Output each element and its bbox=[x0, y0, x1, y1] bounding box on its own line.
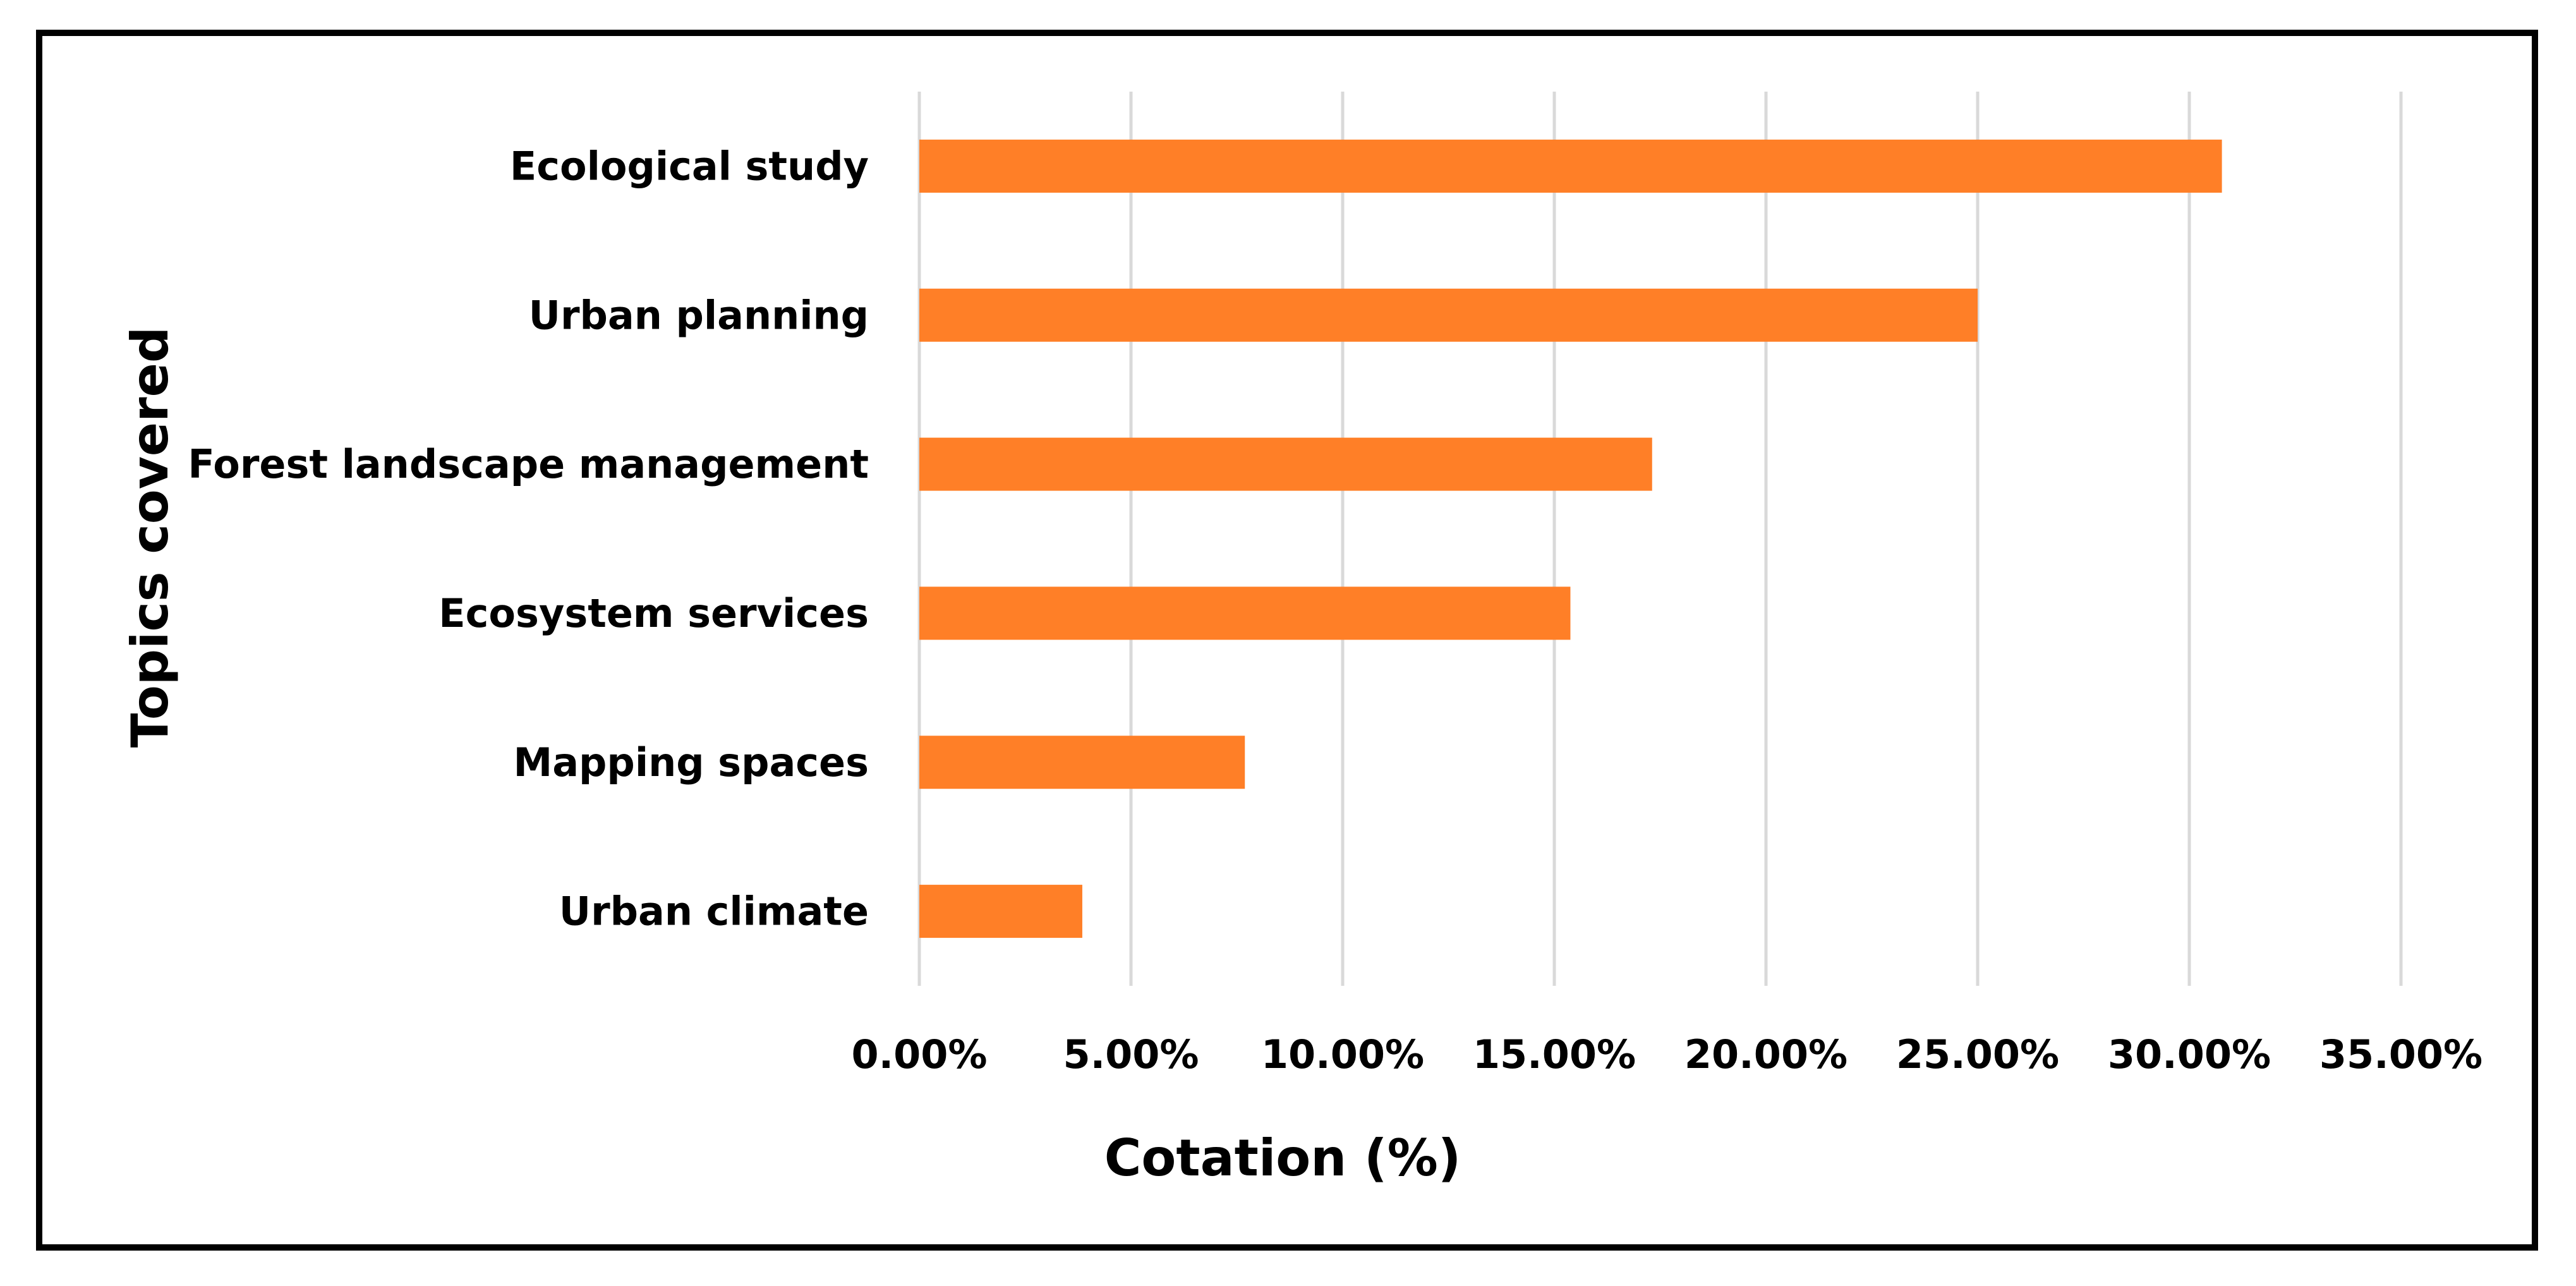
category-label: Ecological study bbox=[510, 143, 869, 189]
bar bbox=[919, 437, 1652, 491]
bar bbox=[919, 885, 1082, 938]
x-tick-label: 15.00% bbox=[1473, 1031, 1636, 1077]
bar bbox=[919, 139, 2222, 193]
category-labels: Ecological study Urban planning Forest lan… bbox=[188, 143, 869, 934]
bar bbox=[919, 736, 1245, 789]
x-tick-label: 35.00% bbox=[2319, 1031, 2482, 1077]
category-label: Ecosystem services bbox=[438, 590, 869, 636]
bar bbox=[919, 288, 1978, 342]
x-tick-label: 30.00% bbox=[2108, 1031, 2271, 1077]
x-tick-label: 5.00% bbox=[1063, 1031, 1199, 1077]
gridlines bbox=[917, 92, 2403, 986]
category-label: Mapping spaces bbox=[514, 739, 869, 786]
x-tick-label: 25.00% bbox=[1896, 1031, 2059, 1077]
bar bbox=[919, 586, 1571, 640]
x-axis-title: Cotation (%) bbox=[1104, 1129, 1461, 1187]
x-tick-label: 20.00% bbox=[1684, 1031, 1847, 1077]
x-tick-label: 10.00% bbox=[1261, 1031, 1424, 1077]
bars bbox=[919, 139, 2222, 938]
chart-border bbox=[36, 30, 2538, 1251]
category-label: Forest landscape management bbox=[188, 441, 869, 487]
category-label: Urban planning bbox=[529, 292, 869, 338]
category-label: Urban climate bbox=[559, 889, 869, 935]
y-axis-title: Topics covered bbox=[121, 327, 179, 748]
x-tick-label: 0.00% bbox=[851, 1031, 987, 1077]
x-tick-labels: 0.00% 5.00% 10.00% 15.00% 20.00% 25.00% 30.00%… bbox=[851, 1031, 2482, 1077]
